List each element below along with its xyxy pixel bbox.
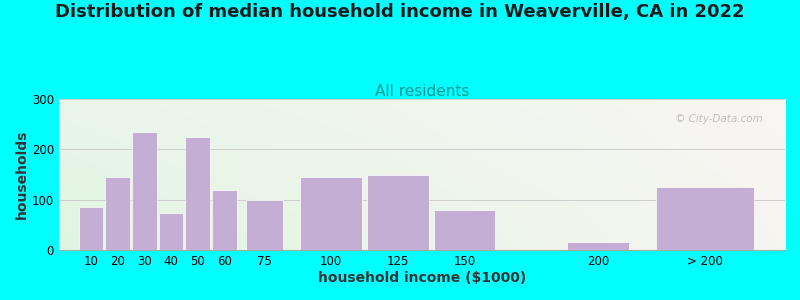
- Bar: [78, 208, 103, 250]
- Text: Distribution of median household income in Weaverville, CA in 2022: Distribution of median household income …: [55, 3, 745, 21]
- Bar: [212, 190, 237, 250]
- Bar: [434, 210, 495, 250]
- Title: All residents: All residents: [374, 84, 469, 99]
- Y-axis label: households: households: [15, 130, 29, 219]
- Bar: [367, 175, 429, 250]
- Bar: [186, 137, 210, 250]
- Bar: [132, 132, 157, 250]
- Bar: [246, 200, 283, 250]
- Text: © City-Data.com: © City-Data.com: [675, 114, 763, 124]
- Bar: [567, 242, 629, 250]
- Bar: [106, 177, 130, 250]
- X-axis label: household income ($1000): household income ($1000): [318, 271, 526, 285]
- Bar: [301, 177, 362, 250]
- Bar: [656, 187, 754, 250]
- Bar: [158, 212, 183, 250]
